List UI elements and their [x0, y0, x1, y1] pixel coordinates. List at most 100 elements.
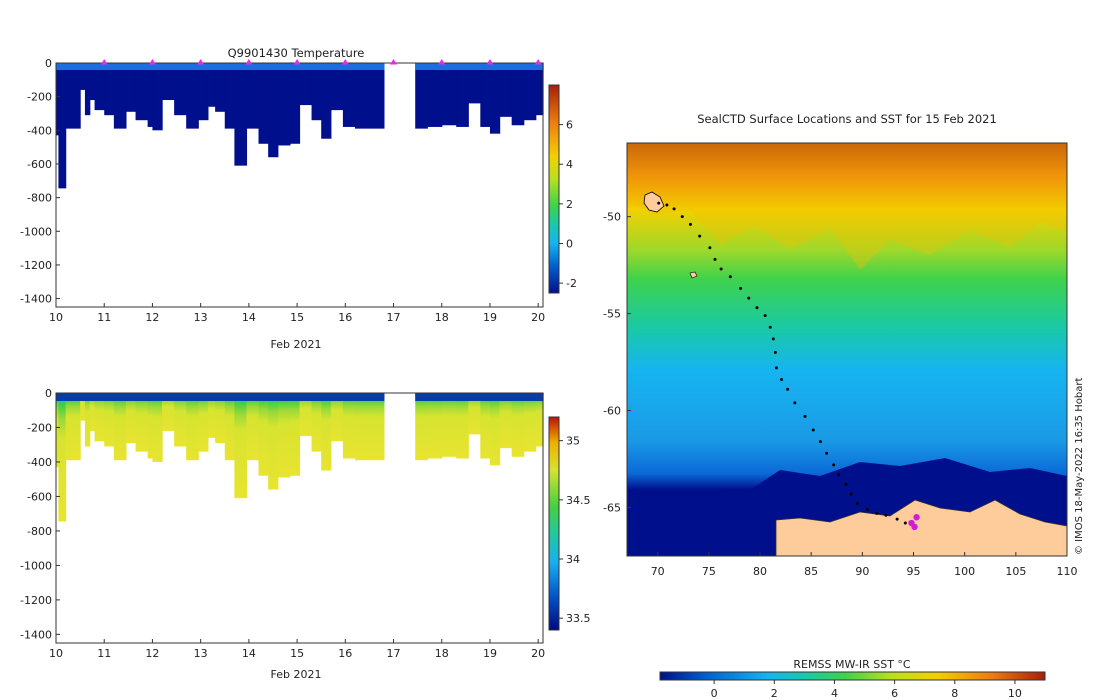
- temperature-profile-column: [535, 63, 544, 116]
- salinity-surface-layer: [56, 393, 60, 401]
- salinity-profile-column: [489, 393, 501, 466]
- temperature-surface-layer: [207, 63, 216, 70]
- salinity-x-tick-label: 10: [49, 647, 63, 660]
- temperature-surface-layer: [125, 63, 137, 70]
- salinity-profile-column: [198, 393, 209, 452]
- temperature-surface-layer: [499, 63, 513, 70]
- track-point: [755, 306, 759, 310]
- salinity-profile-column: [84, 393, 91, 447]
- salinity-surface-layer: [427, 393, 443, 401]
- salinity-x-tick-label: 13: [194, 647, 208, 660]
- temperature-surface-layer: [162, 63, 175, 70]
- track-point: [837, 473, 841, 477]
- salinity-x-tick-label: 18: [435, 647, 449, 660]
- temperature-x-tick-label: 13: [194, 311, 208, 324]
- temperature-profile-column: [330, 63, 344, 111]
- temperature-profile-column: [427, 63, 443, 127]
- map-frame: [626, 142, 1068, 557]
- salinity-surface-layer: [80, 393, 86, 401]
- sst-colorbar: [659, 671, 1046, 681]
- temperature-profile-column: [234, 63, 248, 166]
- track-point: [803, 414, 807, 418]
- temperature-colorbar-tick-label: 6: [566, 119, 573, 132]
- track-point: [688, 222, 692, 226]
- salinity-surface-layer: [89, 393, 96, 401]
- temperature-profile-column: [523, 63, 537, 121]
- salinity-surface-layer: [104, 393, 115, 401]
- temperature-surface-layer: [58, 63, 67, 70]
- sst-colorbar-ticks: 0 2 4 6 8 10: [711, 680, 1022, 700]
- temperature-x-tick-label: 12: [145, 311, 159, 324]
- temperature-colorbar: [548, 84, 560, 294]
- temperature-colorbar-tick-label: -2: [566, 277, 577, 290]
- salinity-colorbar-tick-label: 35: [566, 435, 580, 448]
- salinity-profile-column: [480, 393, 491, 459]
- salinity-surface-layer: [523, 393, 537, 401]
- salinity-surface-layer: [84, 393, 91, 401]
- track-point: [865, 507, 869, 511]
- temperature-axes: 10 11 12 13 14 15 16 17 18 19 20 0 -200 -400 -600 -800 -…: [20, 57, 545, 324]
- temperature-x-tick-label: 16: [338, 311, 352, 324]
- salinity-surface-layer: [125, 393, 137, 401]
- surface-location: [913, 514, 920, 521]
- temperature-profile-column: [311, 63, 322, 121]
- profile-marker: [100, 59, 108, 65]
- salinity-profile-column: [311, 393, 322, 452]
- salinity-profile-column: [147, 393, 154, 459]
- temperature-profile-column: [489, 63, 501, 134]
- sst-colorbar-tick-label: 2: [771, 687, 778, 700]
- footer-note: © IMOS 18-May-2022 16:35 Hobart: [1074, 378, 1085, 555]
- salinity-profile-column: [80, 393, 86, 421]
- salinity-surface-layer: [94, 393, 105, 401]
- salinity-profile-column: [207, 393, 216, 438]
- track-point: [657, 201, 661, 205]
- salinity-surface-layer: [369, 393, 385, 401]
- temperature-surface-layer: [342, 63, 356, 70]
- sst-colorbar-tick-label: 8: [951, 687, 958, 700]
- temperature-surface-layer: [535, 63, 544, 70]
- map-x-tick-label: 70: [651, 565, 665, 578]
- temperature-profile-column: [113, 63, 127, 129]
- salinity-profile-column: [56, 393, 60, 468]
- salinity-surface-layer: [135, 393, 149, 401]
- track-point: [680, 215, 684, 219]
- salinity-x-tick-label: 20: [531, 647, 545, 660]
- map-y-tick-label: -55: [603, 308, 621, 321]
- salinity-x-tick-label: 15: [290, 647, 304, 660]
- track-point: [793, 401, 797, 405]
- map-x-tick-label: 85: [804, 565, 818, 578]
- salinity-surface-layer: [415, 393, 428, 401]
- temperature-profile-column: [215, 63, 226, 112]
- map-x-tick-label: 75: [702, 565, 716, 578]
- map-x-tick-label: 100: [954, 565, 975, 578]
- salinity-profile-column: [456, 393, 469, 459]
- temperature-profile-column: [125, 63, 137, 112]
- salinity-x-tick-label: 12: [145, 647, 159, 660]
- temperature-profile-column: [174, 63, 187, 116]
- surface-location: [908, 519, 915, 527]
- temperature-profile-column: [80, 63, 86, 90]
- salinity-surface-layer: [480, 393, 491, 401]
- salinity-profile-column: [299, 393, 313, 437]
- antarctic-land: [775, 499, 1068, 557]
- salinity-profile-column: [58, 393, 67, 522]
- track-point: [768, 325, 772, 329]
- salinity-profile-column: [277, 393, 291, 478]
- salinity-surface-layer: [511, 393, 525, 401]
- track-point: [719, 267, 723, 271]
- salinity-profile-column: [268, 393, 279, 490]
- salinity-colorbar-tick-label: 33.5: [566, 612, 591, 625]
- track-point: [818, 440, 822, 444]
- salinity-x-tick-label: 16: [338, 647, 352, 660]
- salinity-profile-column: [369, 393, 385, 461]
- temperature-surface-layer: [147, 63, 154, 70]
- salinity-profile-column: [246, 393, 260, 461]
- map-x-tick-label: 95: [907, 565, 921, 578]
- temperature-surface-layer: [277, 63, 291, 70]
- temperature-y-tick-label: -600: [27, 158, 52, 171]
- salinity-surface-layer: [277, 393, 291, 401]
- profile-marker: [245, 59, 253, 65]
- kerguelen-island: [643, 191, 698, 279]
- salinity-profile-column: [224, 393, 236, 461]
- temperature-profile-column: [224, 63, 236, 129]
